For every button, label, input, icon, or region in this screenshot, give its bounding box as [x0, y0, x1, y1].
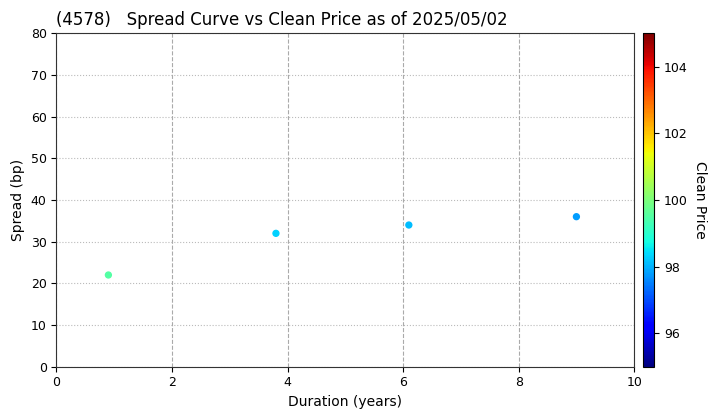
X-axis label: Duration (years): Duration (years) [288, 395, 402, 409]
Y-axis label: Clean Price: Clean Price [693, 161, 708, 239]
Point [403, 222, 415, 228]
Point [103, 272, 114, 278]
Y-axis label: Spread (bp): Spread (bp) [11, 159, 25, 241]
Text: (4578)   Spread Curve vs Clean Price as of 2025/05/02: (4578) Spread Curve vs Clean Price as of… [56, 11, 508, 29]
Point [571, 213, 582, 220]
Point [270, 230, 282, 237]
